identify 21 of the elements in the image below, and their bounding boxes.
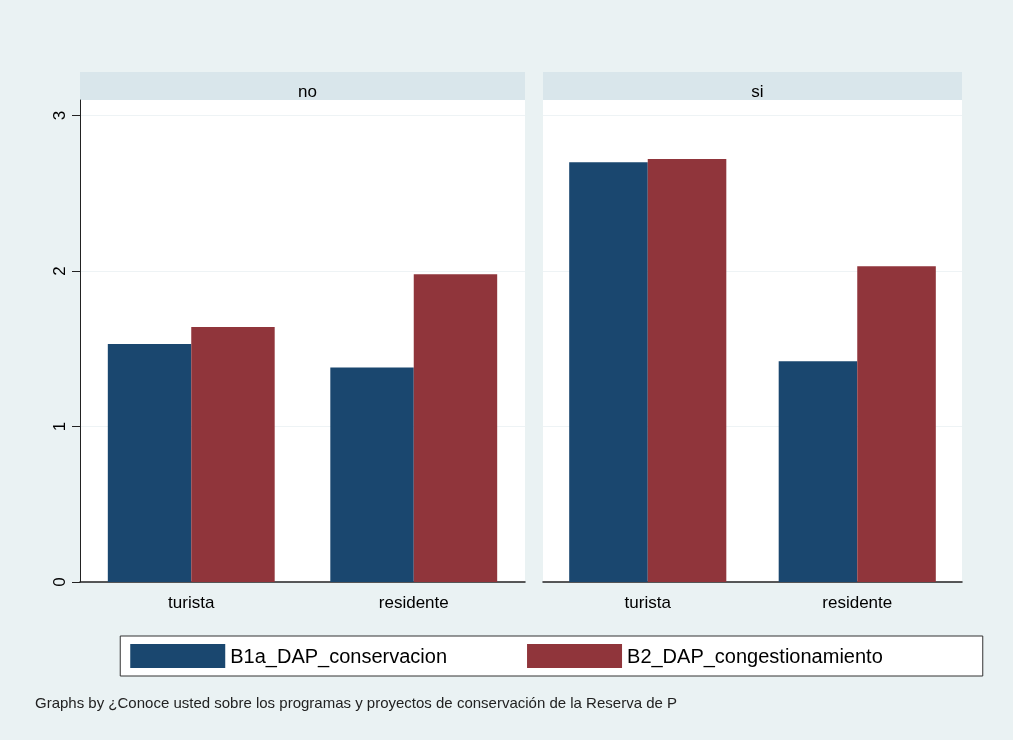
bar [647,159,727,582]
y-tick-label: 0 [50,577,69,587]
bar [191,327,275,582]
bar [857,266,936,582]
legend-label: B2_DAP_congestionamiento [627,645,883,668]
x-tick-label: turista [168,593,215,612]
x-tick-label: turista [624,593,672,612]
x-tick-label: residente [822,593,893,612]
bar [413,274,498,582]
chart-title: si [751,82,764,101]
chart-title: no [298,82,317,101]
bar [778,361,858,582]
bar [107,344,192,582]
y-tick-label: 1 [50,421,69,432]
bar [569,162,648,582]
y-tick-label: 2 [50,266,69,276]
bar [330,367,414,582]
legend-label: B1a_DAP_conservacion [230,645,448,668]
x-tick-label: residente [378,593,449,612]
y-tick-label: 3 [50,110,69,121]
text: Graphs by ¿Conoce usted sobre los programas y proyectos de conservación de la Reserva de P [35,694,677,711]
